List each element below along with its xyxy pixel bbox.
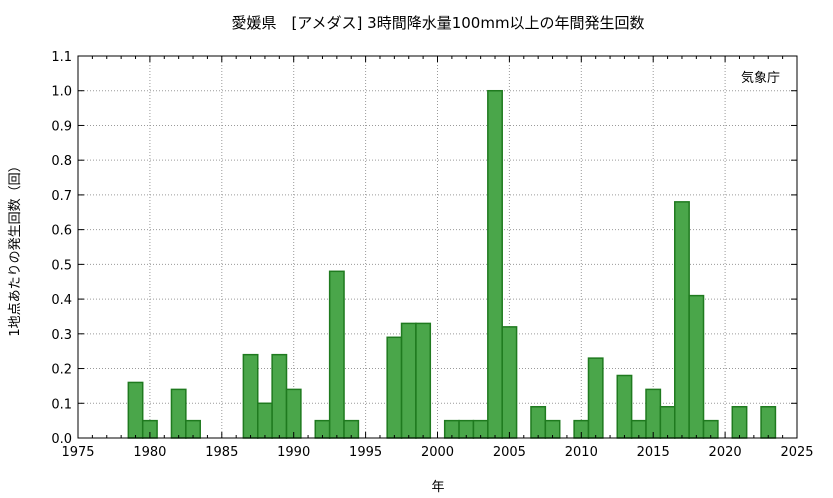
- y-tick-label: 0.5: [51, 258, 72, 273]
- bar-2007: [530, 405, 547, 439]
- bar-1997: [386, 336, 403, 439]
- y-tick-label: 1.1: [51, 50, 72, 65]
- bar-2018: [688, 294, 705, 439]
- bar-2023: [760, 405, 777, 439]
- bar-2005: [501, 326, 518, 439]
- bar-1988: [257, 402, 273, 439]
- x-tick-label: 1990: [277, 445, 310, 460]
- ticks: 0.0 0.1 0.2 0.3 0.4 0.5 0.6 0.7 0.8 0.9 1.0 1.1 1975…: [51, 50, 813, 460]
- bar-1982: [170, 388, 187, 439]
- y-tick-label: 0.6: [51, 224, 72, 239]
- y-tick-label: 0.8: [51, 154, 72, 169]
- bar-2011: [587, 357, 604, 439]
- bar-1993: [328, 270, 345, 439]
- y-tick-label: 0.1: [51, 397, 72, 412]
- bar-1998: [400, 322, 417, 439]
- x-tick-label: 1980: [133, 445, 166, 460]
- x-tick-label: 2015: [637, 445, 670, 460]
- y-tick-label: 0.3: [51, 328, 72, 343]
- x-tick-label: 1985: [205, 445, 238, 460]
- bar-1990: [285, 388, 302, 439]
- y-tick-label: 0.4: [51, 293, 72, 308]
- y-tick-label: 0.9: [51, 119, 72, 134]
- bar-2004: [487, 89, 503, 439]
- bar-2015: [645, 388, 662, 439]
- x-tick-label: 2000: [421, 445, 454, 460]
- x-tick-label: 2005: [493, 445, 526, 460]
- x-tick-label: 2025: [780, 445, 813, 460]
- bar-2021: [731, 405, 748, 439]
- y-tick-label: 0.7: [51, 189, 72, 204]
- y-axis-title: 1地点あたりの発生回数（回）: [8, 159, 23, 336]
- bar-2013: [616, 374, 633, 439]
- bar-1999: [415, 322, 432, 439]
- x-tick-label: 2020: [709, 445, 742, 460]
- bar-1979: [127, 381, 144, 439]
- y-tick-label: 0.2: [51, 363, 72, 378]
- bar-2017: [674, 201, 690, 439]
- chart-title: 愛媛県 [アメダス] 3時間降水量100mm以上の年間発生回数: [231, 14, 644, 32]
- bar-2016: [659, 405, 676, 439]
- x-tick-label: 2010: [565, 445, 598, 460]
- gridlines: [78, 56, 797, 438]
- x-axis-title: 年: [431, 480, 444, 495]
- x-tick-label: 1975: [61, 445, 94, 460]
- credit-label: 気象庁: [741, 70, 780, 86]
- y-tick-label: 1.0: [51, 85, 72, 100]
- y-tick-label: 0.0: [51, 432, 72, 447]
- bar-1987: [242, 353, 259, 439]
- x-tick-label: 1995: [349, 445, 382, 460]
- bar-1989: [271, 353, 288, 439]
